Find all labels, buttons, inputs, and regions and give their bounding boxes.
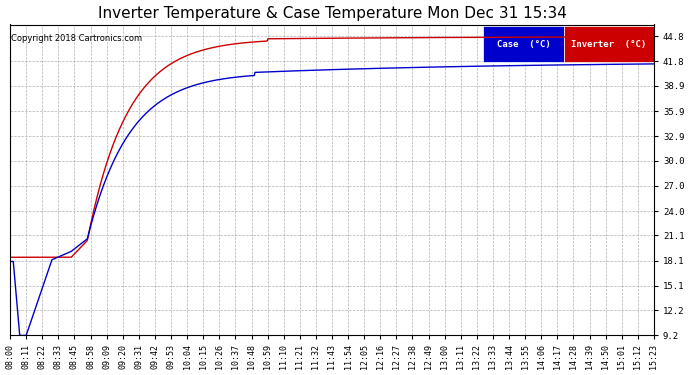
Text: Copyright 2018 Cartronics.com: Copyright 2018 Cartronics.com <box>11 34 142 43</box>
Text: Inverter  (°C): Inverter (°C) <box>571 40 647 49</box>
Text: Case  (°C): Case (°C) <box>497 40 551 49</box>
Title: Inverter Temperature & Case Temperature Mon Dec 31 15:34: Inverter Temperature & Case Temperature … <box>97 6 566 21</box>
Bar <box>483 26 564 62</box>
Bar <box>564 26 654 62</box>
